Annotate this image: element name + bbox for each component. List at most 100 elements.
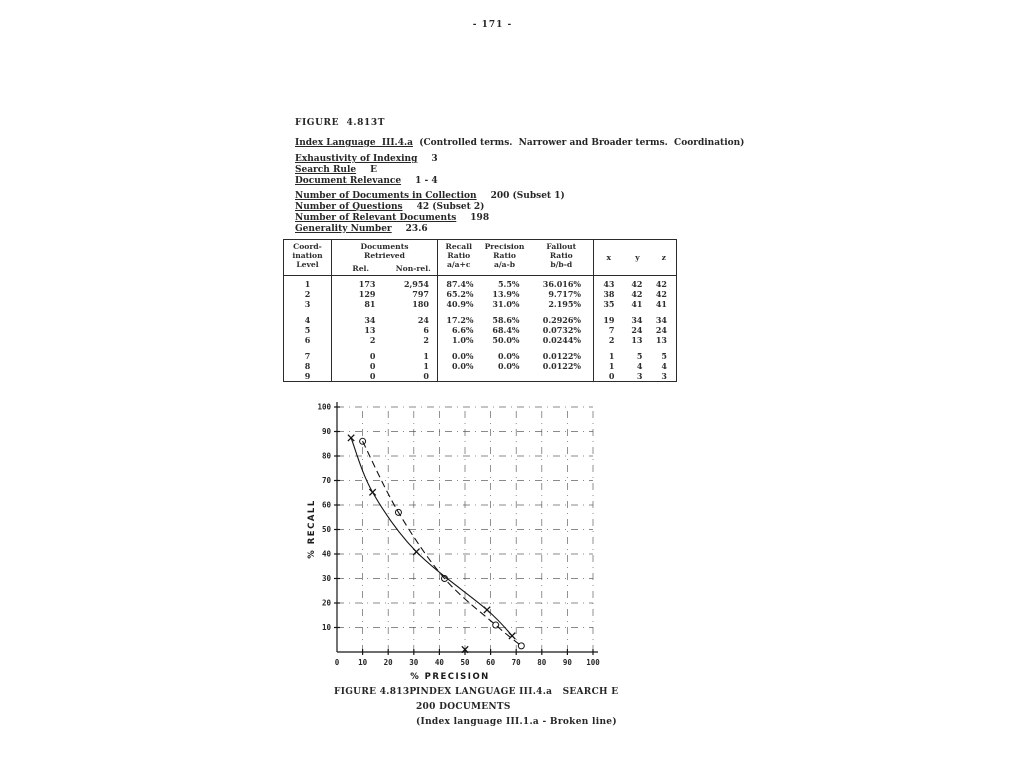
table-cell: 13 — [655, 335, 667, 345]
results-table-body: 1 173 2,954 87.4% 5.5% 36.016% 43 42 42 2 129 797 65… — [283, 275, 677, 382]
table-cell: 2 — [389, 335, 438, 345]
exhaustivity-value: 3 — [431, 154, 438, 164]
table-cell: 87.4% — [446, 279, 474, 289]
table-cell: 0.0% — [451, 361, 474, 371]
col-header-non-rel: Non-rel. — [389, 262, 438, 276]
index-language-line: Index Language III.4.a (Controlled terms… — [295, 138, 744, 148]
table-cell: 24 — [631, 325, 643, 335]
index-language-label: Index Language III.4.a — [295, 138, 413, 148]
table-cell: 0.0122% — [529, 345, 594, 361]
table-cell: 1 — [608, 351, 615, 361]
table-cell: 40.9% — [446, 299, 474, 309]
table-cell: 1 — [389, 361, 438, 371]
table-cell: 17.2% — [446, 315, 474, 325]
table-cell: 1 — [283, 275, 332, 289]
table-cell: 0 — [389, 371, 438, 382]
col-header-x: x — [593, 239, 624, 276]
exhaustivity-line: Exhaustivity of Indexing 3 — [295, 154, 438, 165]
table-row: 6 2 2 1.0% 50.0% 0.0244% 2 13 13 — [283, 335, 677, 345]
table-cell: 24 — [389, 309, 438, 325]
generality-number-label: Generality Number — [295, 224, 392, 234]
svg-text:40: 40 — [322, 550, 332, 559]
table-row: 3 81 180 40.9% 31.0% 2.195% 35 41 41 — [283, 299, 677, 309]
table-cell: 2.195% — [529, 299, 594, 309]
svg-text:60: 60 — [486, 658, 496, 667]
collection-parameters-block: Number of Documents in Collection 200 (Su… — [295, 191, 565, 235]
table-cell: 1 — [389, 345, 438, 361]
svg-text:60: 60 — [322, 501, 332, 510]
table-cell: 58.6% — [492, 315, 520, 325]
table-cell: 0 — [369, 351, 376, 361]
table-cell: 34 — [631, 315, 643, 325]
document-relevance-label: Document Relevance — [295, 176, 402, 186]
table-cell: 0.0% — [497, 351, 520, 361]
table-cell — [438, 371, 480, 382]
plot-figure-label: FIGURE 4.813P — [334, 687, 417, 697]
exhaustivity-label: Exhaustivity of Indexing — [295, 154, 418, 164]
svg-text:80: 80 — [322, 452, 332, 461]
svg-text:90: 90 — [322, 427, 332, 436]
search-parameters-block: Exhaustivity of Indexing 3 Search Rule E D… — [295, 154, 438, 187]
table-cell: 31.0% — [492, 299, 520, 309]
table-cell: 38 — [603, 289, 615, 299]
col-header-rel: Rel. — [331, 262, 390, 276]
table-cell: 6 — [283, 335, 332, 345]
number-of-questions-label: Number of Questions — [295, 202, 403, 212]
table-cell: 2 — [369, 335, 376, 345]
table-row: 8 0 1 0.0% 0.0% 0.0122% 1 4 4 — [283, 361, 677, 371]
table-cell: 0.0% — [497, 361, 520, 371]
table-cell: 9 — [283, 371, 332, 382]
table-row: 9 0 0 0 3 3 — [283, 371, 677, 382]
table-cell: 4 — [283, 309, 332, 325]
recall-precision-plot: 0 10 20 30 40 50 60 70 80 90 100 10 20 30 40 50 60 70 80 90… — [307, 402, 600, 682]
table-figure-label: FIGURE 4.813T — [295, 118, 386, 128]
svg-text:0: 0 — [335, 658, 340, 667]
table-cell: 6.6% — [451, 325, 474, 335]
table-cell: 13 — [364, 325, 376, 335]
col-header-documents-retrieved: Documents Retrieved — [331, 239, 438, 262]
table-cell: 65.2% — [446, 289, 474, 299]
table-cell: 2 — [608, 335, 615, 345]
table-cell: 4 — [636, 361, 643, 371]
documents-in-collection-line: Number of Documents in Collection 200 (Su… — [295, 191, 565, 202]
svg-text:20: 20 — [322, 599, 332, 608]
table-cell: 5.5% — [497, 279, 520, 289]
generality-number-line: Generality Number 23.6 — [295, 224, 565, 235]
table-cell: 7 — [283, 345, 332, 361]
caption-line-1: INDEX LANGUAGE III.4.a SEARCH E — [416, 687, 619, 697]
svg-text:20: 20 — [384, 658, 394, 667]
table-cell — [480, 371, 530, 382]
table-cell: 0.0732% — [529, 325, 594, 335]
table-cell: 0.2926% — [529, 309, 594, 325]
page-number: - 171 - — [472, 20, 513, 30]
svg-text:100: 100 — [317, 403, 331, 412]
table-cell: 68.4% — [492, 325, 520, 335]
svg-text:% PRECISION: % PRECISION — [410, 672, 490, 682]
number-of-questions-line: Number of Questions 42 (Subset 2) — [295, 202, 565, 213]
table-row: 1 173 2,954 87.4% 5.5% 36.016% 43 42 42 — [283, 275, 677, 289]
table-cell: 6 — [389, 325, 438, 335]
table-cell: 173 — [358, 279, 376, 289]
table-cell: 5 — [661, 351, 667, 361]
table-cell: 41 — [631, 299, 643, 309]
table-cell: 34 — [364, 315, 376, 325]
table-cell: 36.016% — [529, 275, 594, 289]
caption-line-3: (Index language III.1.a - Broken line) — [416, 717, 617, 727]
col-header-recall-ratio: Recall Ratio a/a+c — [437, 239, 480, 276]
table-cell: 81 — [364, 299, 376, 309]
relevant-documents-line: Number of Relevant Documents 198 — [295, 213, 565, 224]
svg-text:50: 50 — [322, 525, 332, 534]
svg-text:80: 80 — [537, 658, 547, 667]
table-cell: 13.9% — [492, 289, 520, 299]
table-cell: 42 — [631, 289, 643, 299]
generality-number-value: 23.6 — [405, 224, 428, 234]
svg-text:10: 10 — [358, 658, 368, 667]
recall-precision-chart: 0 10 20 30 40 50 60 70 80 90 100 10 20 30 40 50 60 70 80 90… — [300, 394, 612, 694]
svg-text:100: 100 — [586, 658, 600, 667]
caption-line-2: 200 DOCUMENTS — [416, 702, 511, 712]
search-rule-label: Search Rule — [295, 165, 357, 175]
table-cell: 9.717% — [529, 289, 594, 299]
table-cell: 1.0% — [451, 335, 474, 345]
svg-text:30: 30 — [409, 658, 419, 667]
